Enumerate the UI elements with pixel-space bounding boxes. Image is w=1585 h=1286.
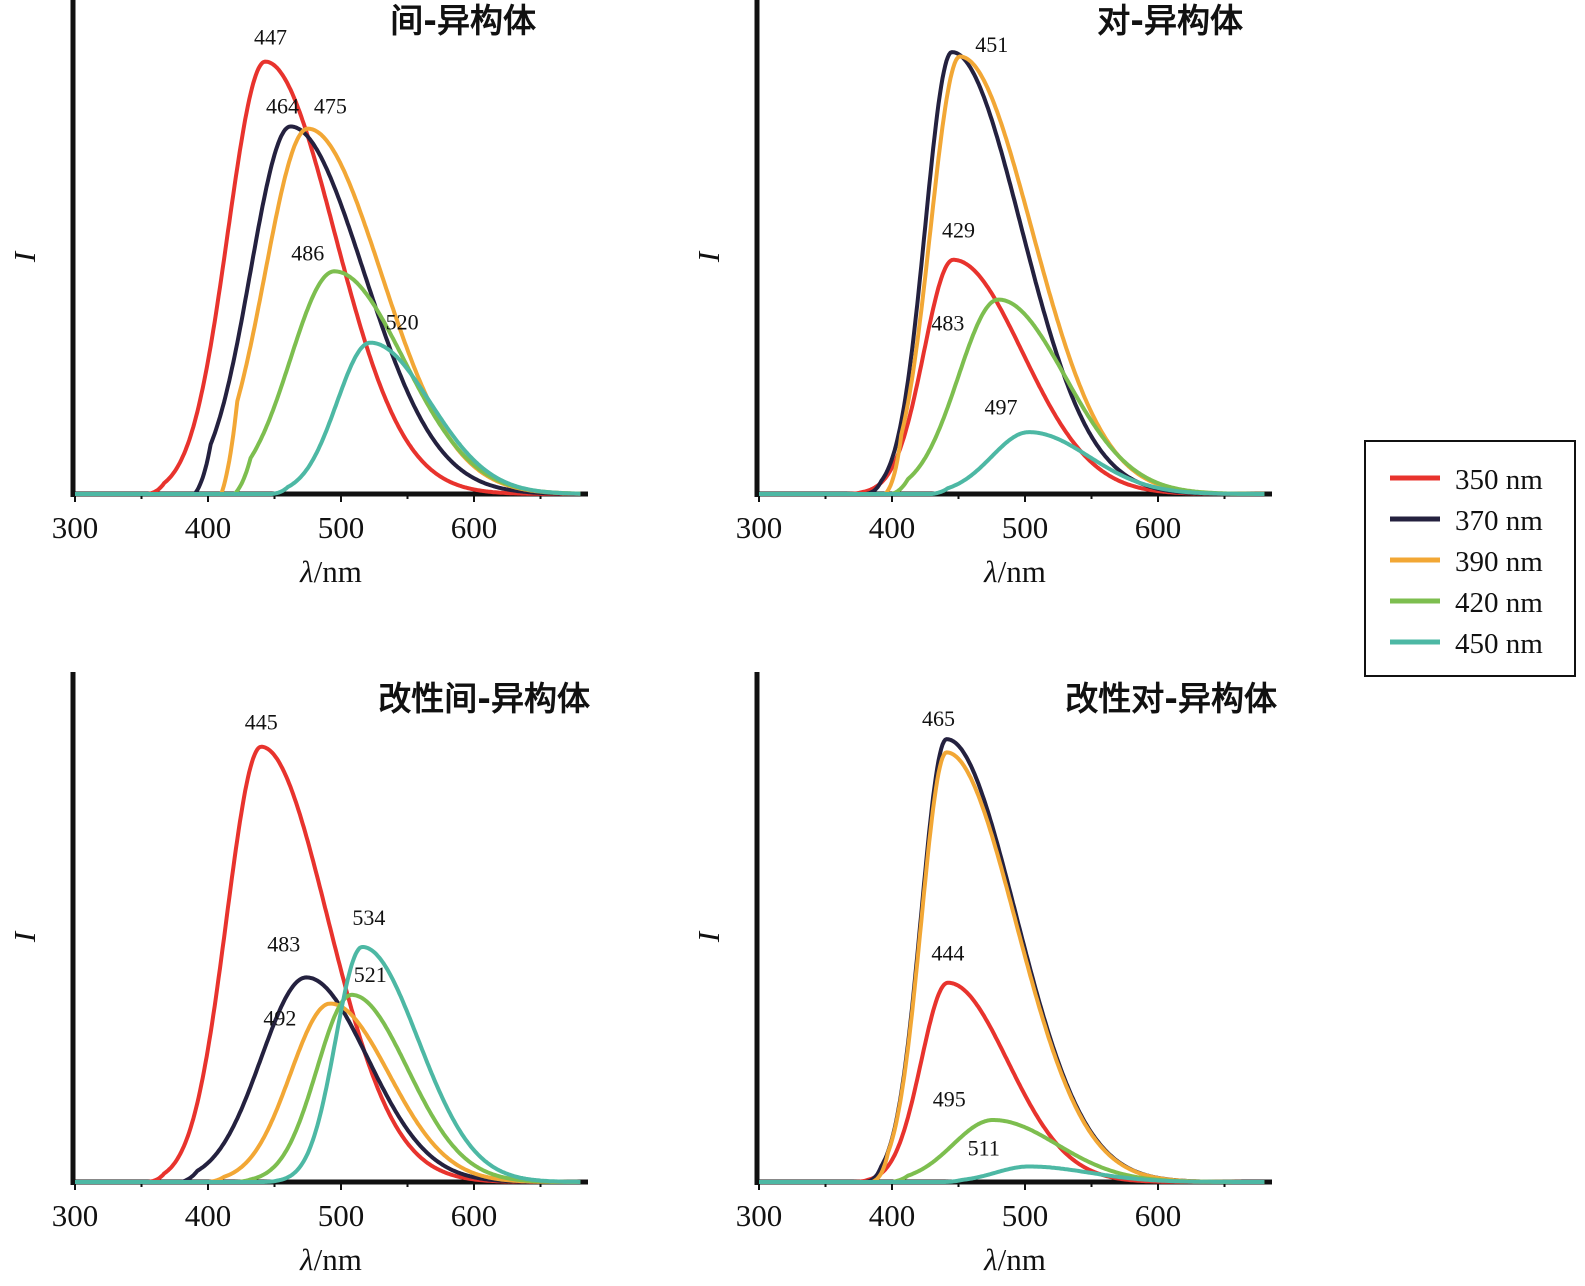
peak-label: 521 — [354, 962, 387, 987]
x-tick-label: 500 — [318, 1198, 365, 1233]
series-line-450-nm — [74, 340, 582, 496]
legend-label: 390 nm — [1455, 546, 1543, 578]
x-tick-label: 400 — [185, 510, 232, 545]
x-tick-label: 600 — [1135, 510, 1182, 545]
series-line-450-nm — [758, 1164, 1266, 1184]
peak-label: 464 — [266, 94, 299, 119]
series-line-370-nm — [758, 737, 1266, 1184]
series-line-450-nm — [758, 430, 1266, 496]
series-line-350-nm — [74, 744, 582, 1184]
series-line-370-nm — [758, 50, 1266, 496]
x-tick-label: 400 — [185, 1198, 232, 1233]
peak-label: 465 — [922, 706, 955, 731]
peak-label: 495 — [933, 1087, 966, 1112]
series-line-390-nm — [758, 750, 1266, 1184]
peak-label: 475 — [314, 94, 347, 119]
series-line-350-nm — [758, 257, 1266, 496]
legend-label: 370 nm — [1455, 505, 1543, 537]
legend-label: 450 nm — [1455, 628, 1543, 660]
peak-label: 447 — [254, 24, 287, 49]
x-tick-label: 400 — [869, 1198, 916, 1233]
peak-label: 520 — [386, 310, 419, 335]
peak-label: 445 — [245, 709, 278, 734]
x-tick-label: 300 — [52, 1198, 99, 1233]
series-line-420-nm — [758, 1118, 1266, 1184]
panel-para-isomer: 对-异构体 300 400 500 600 λ/nm I 451 429 483 497 — [691, 0, 1272, 589]
x-tick-label: 300 — [736, 1198, 783, 1233]
panel-title: 改性对-异构体 — [1065, 679, 1277, 718]
panel-meta-isomer: 间-异构体 300 400 500 600 λ/nm I 447 464 475 486 520 — [7, 0, 588, 589]
series-line-390-nm — [74, 126, 582, 496]
x-tick-label: 500 — [1002, 1198, 1049, 1233]
peak-label: 534 — [352, 905, 385, 930]
x-axis-label: λ/nm — [299, 1242, 362, 1277]
panel-title: 改性间-异构体 — [378, 679, 590, 718]
x-tick-label: 400 — [869, 510, 916, 545]
peak-label: 483 — [931, 310, 964, 335]
series-line-390-nm — [758, 54, 1266, 496]
y-axis-label: I — [7, 250, 42, 263]
panel-title: 对-异构体 — [1097, 1, 1243, 40]
peak-label: 451 — [975, 32, 1008, 57]
x-axis-label: λ/nm — [983, 554, 1046, 589]
series-line-370-nm — [74, 124, 582, 496]
series-line-350-nm — [74, 59, 582, 496]
x-tick-label: 600 — [451, 1198, 498, 1233]
peak-label: 486 — [291, 241, 324, 266]
series-line-450-nm — [74, 945, 582, 1184]
series-line-420-nm — [74, 269, 582, 496]
y-axis-label: I — [691, 250, 726, 263]
y-axis-label: I — [691, 930, 726, 943]
x-tick-label: 300 — [736, 510, 783, 545]
legend-label: 350 nm — [1455, 464, 1543, 496]
legend-label: 420 nm — [1455, 587, 1543, 619]
y-axis-label: I — [7, 930, 42, 943]
panel-title: 间-异构体 — [390, 1, 536, 40]
peak-label: 483 — [267, 931, 300, 956]
x-tick-label: 500 — [318, 510, 365, 545]
x-tick-label: 300 — [52, 510, 99, 545]
x-axis-label: λ/nm — [299, 554, 362, 589]
peak-label: 444 — [931, 941, 964, 966]
peak-label: 429 — [942, 218, 975, 243]
x-tick-label: 600 — [451, 510, 498, 545]
x-axis-label: λ/nm — [983, 1242, 1046, 1277]
x-tick-label: 600 — [1135, 1198, 1182, 1233]
peak-label: 511 — [968, 1135, 1000, 1160]
peak-label: 492 — [263, 1005, 296, 1030]
series-line-350-nm — [758, 980, 1266, 1184]
x-tick-label: 500 — [1002, 510, 1049, 545]
panel-modified-meta-isomer: 改性间-异构体 300 400 500 600 λ/nm I 445 483 492 521 534 — [7, 672, 590, 1277]
legend: 350 nm 370 nm 390 nm 420 nm 450 nm — [1364, 440, 1576, 677]
peak-label: 497 — [985, 394, 1018, 419]
